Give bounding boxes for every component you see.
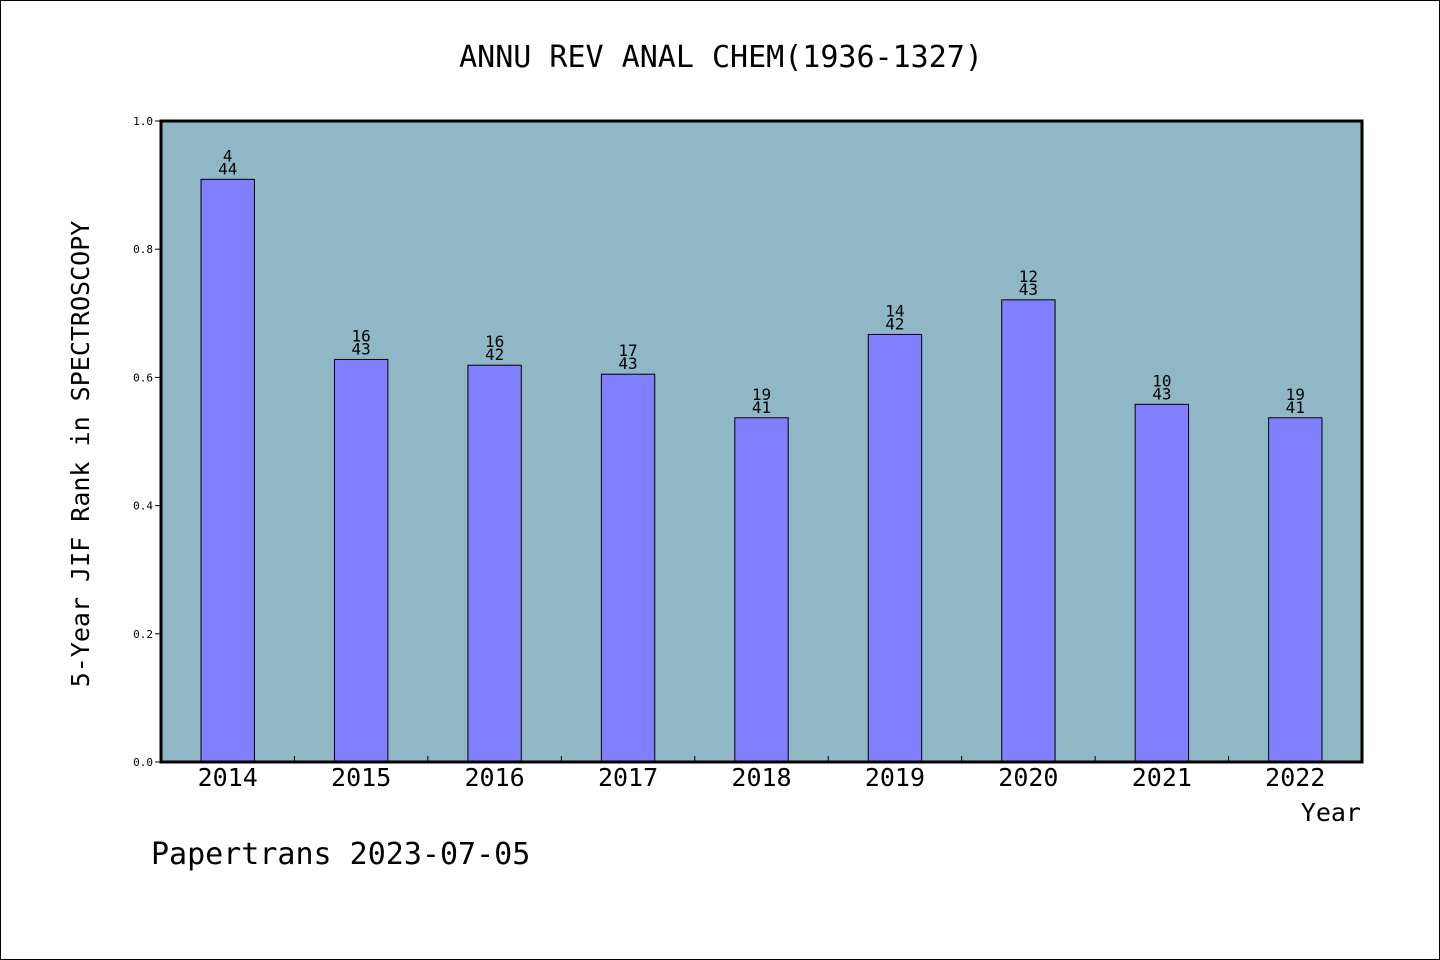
bar-label-rank: 19 bbox=[752, 385, 771, 404]
bar-label-rank: 17 bbox=[618, 341, 637, 360]
x-tick-label: 2017 bbox=[598, 763, 658, 792]
bar-label-rank: 19 bbox=[1286, 385, 1305, 404]
bar-2021 bbox=[1134, 403, 1190, 763]
plot-frame bbox=[159, 119, 1364, 764]
bar-label-total: 43 bbox=[1152, 384, 1171, 403]
x-tick-label: 2019 bbox=[865, 763, 925, 792]
bar-label-total: 43 bbox=[618, 354, 637, 373]
bar-2018 bbox=[734, 417, 789, 763]
bar-2017 bbox=[600, 373, 656, 763]
bar-2016 bbox=[467, 364, 522, 763]
bar-2020 bbox=[1001, 299, 1056, 763]
bar-label-total: 42 bbox=[885, 314, 904, 333]
bar-series bbox=[200, 178, 1323, 763]
bar-2019 bbox=[867, 333, 923, 763]
bar-2015 bbox=[333, 358, 389, 763]
bar-label-total: 42 bbox=[485, 345, 504, 364]
bar-2022 bbox=[1268, 417, 1323, 763]
y-tick-label: 0.4 bbox=[133, 500, 153, 513]
bar-label-rank: 16 bbox=[352, 326, 371, 345]
bar-label-total: 43 bbox=[352, 339, 371, 358]
bar-label-total: 41 bbox=[752, 398, 771, 417]
y-tick-label: 1.0 bbox=[133, 115, 153, 128]
bar-label-rank: 10 bbox=[1152, 371, 1171, 390]
x-tick-label: 2014 bbox=[198, 763, 258, 792]
bar-2014 bbox=[200, 178, 255, 763]
x-axis-label: Year bbox=[1301, 798, 1361, 827]
x-tick-label: 2020 bbox=[998, 763, 1058, 792]
y-axis: 0.0 0.2 0.4 0.6 0.8 1.0 bbox=[133, 115, 161, 769]
y-tick-label: 0.2 bbox=[133, 628, 153, 641]
y-tick-label: 0.6 bbox=[133, 371, 153, 384]
x-axis: 2014 2015 2016 2017 2018 2019 2020 2021 2022 bbox=[198, 756, 1325, 792]
bar-label-total: 44 bbox=[218, 159, 237, 178]
x-tick-label: 2015 bbox=[331, 763, 391, 792]
chart-title: ANNU REV ANAL CHEM(1936-1327) bbox=[459, 40, 983, 75]
bar-label-rank: 12 bbox=[1019, 267, 1038, 286]
x-tick-label: 2018 bbox=[731, 763, 791, 792]
bar-label-rank: 14 bbox=[885, 301, 904, 320]
bar-label-total: 41 bbox=[1286, 398, 1305, 417]
y-axis-label: 5-Year JIF Rank in SPECTROSCOPY bbox=[66, 221, 95, 688]
x-tick-label: 2016 bbox=[465, 763, 525, 792]
bar-label-total: 43 bbox=[1019, 280, 1038, 299]
y-tick-label: 0.0 bbox=[133, 756, 153, 769]
x-tick-label: 2022 bbox=[1265, 763, 1325, 792]
bar-label-rank: 4 bbox=[223, 146, 233, 165]
footer-text: Papertrans 2023-07-05 bbox=[151, 837, 530, 872]
bar-label-rank: 16 bbox=[485, 332, 504, 351]
y-tick-label: 0.8 bbox=[133, 243, 153, 256]
x-tick-label: 2021 bbox=[1132, 763, 1192, 792]
